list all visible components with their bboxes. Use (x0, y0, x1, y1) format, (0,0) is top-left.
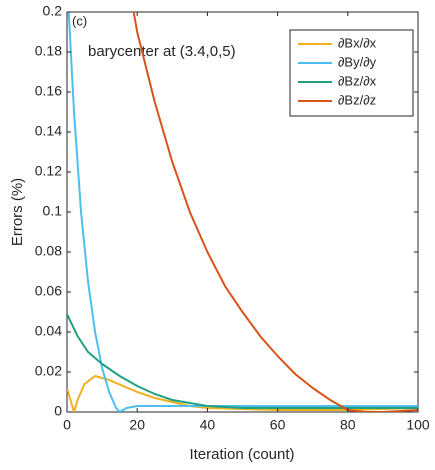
y-tick-label: 0.02 (35, 363, 62, 379)
panel-label: (c) (72, 13, 87, 28)
x-tick-label: 100 (406, 417, 430, 433)
legend: ∂Bx/∂x ∂By/∂y ∂Bz/∂x ∂Bz/∂z (289, 29, 414, 117)
y-tick-label: 0.16 (35, 83, 62, 99)
y-tick-label: 0.2 (43, 3, 63, 19)
series-line (67, 313, 418, 409)
y-tick-label: 0.1 (43, 203, 63, 219)
y-tick-label: 0.08 (35, 243, 62, 259)
y-tick-label: 0.12 (35, 163, 62, 179)
legend-label: ∂Bz/∂x (338, 73, 377, 88)
annotation: barycenter at (3.4,0,5) (88, 43, 236, 60)
y-tick-label: 0.06 (35, 283, 62, 299)
x-tick-label: 80 (340, 417, 356, 433)
legend-label: ∂Bx/∂x (338, 35, 377, 50)
y-tick-label: 0.18 (35, 43, 62, 59)
legend-label: ∂By/∂y (338, 54, 377, 69)
y-axis-label: Errors (%) (9, 178, 26, 246)
y-tick-label: 0.14 (35, 123, 62, 139)
series-line (67, 12, 418, 412)
legend-label: ∂Bz/∂z (338, 92, 376, 107)
series-line (132, 12, 418, 412)
y-tick-label: 0.04 (35, 323, 62, 339)
x-tick-label: 0 (63, 417, 71, 433)
series-line (67, 374, 418, 412)
x-tick-label: 40 (200, 417, 216, 433)
y-tick-label: 0 (54, 403, 62, 419)
x-tick-label: 60 (270, 417, 286, 433)
x-axis-label: Iteration (count) (189, 446, 294, 463)
x-tick-label: 20 (129, 417, 145, 433)
lines (67, 12, 418, 412)
